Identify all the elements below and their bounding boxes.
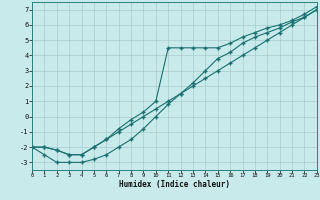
- X-axis label: Humidex (Indice chaleur): Humidex (Indice chaleur): [119, 180, 230, 189]
